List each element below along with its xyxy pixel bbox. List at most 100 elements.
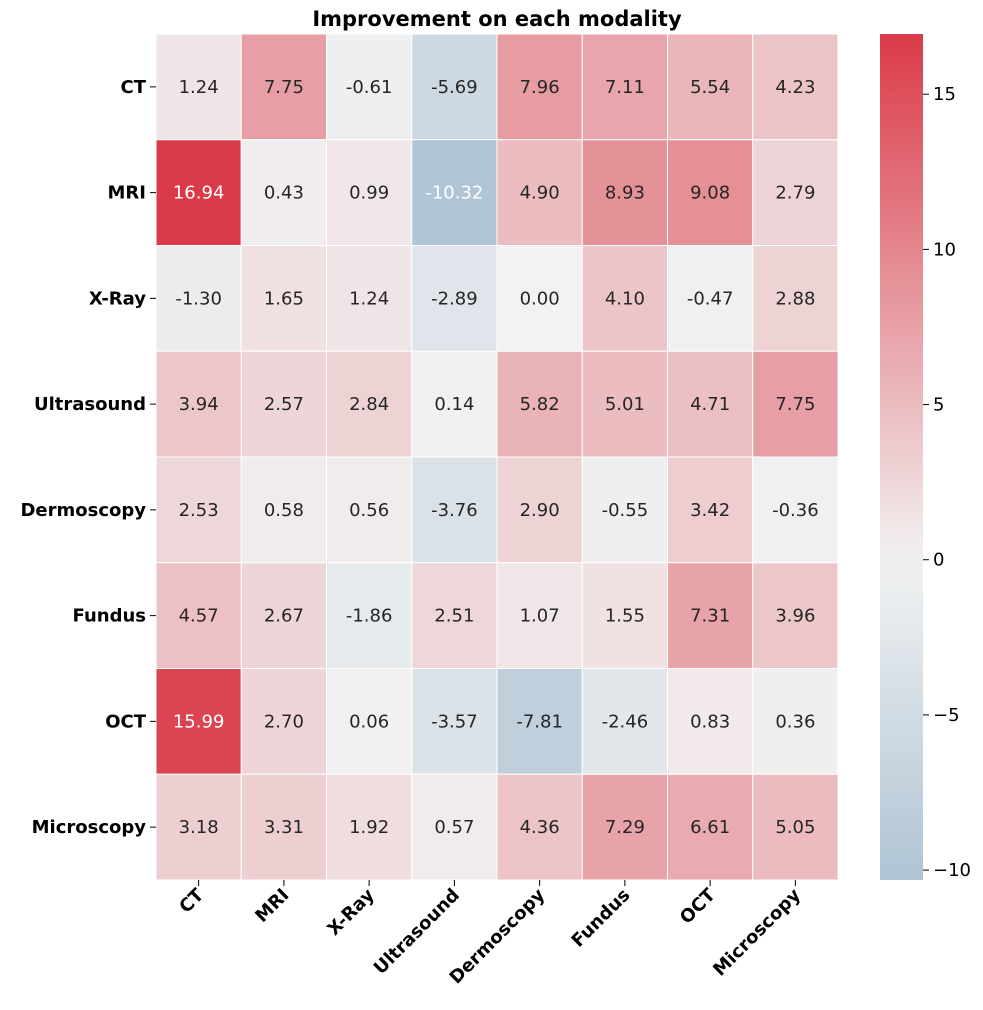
heatmap-cell [752,245,839,352]
cell-value-label: 7.11 [605,77,645,98]
x-tick-label: MRI [251,885,293,927]
x-tick-label: X-Ray [323,885,378,940]
heatmap-cell [240,562,327,669]
cell-value-label: -7.81 [516,711,563,732]
heatmap-cell [155,668,242,775]
heatmap-cell [752,773,839,881]
cell-value-label: 0.36 [775,711,815,732]
heatmap-cell [155,350,242,458]
cell-value-label: 4.90 [520,183,560,204]
cell-value-label: 2.53 [179,500,219,521]
cell-value-label: 3.31 [264,817,304,838]
cell-value-label: 16.94 [173,183,225,204]
cell-value-label: 7.29 [605,817,645,838]
colorbar-tick-label: −10 [933,860,971,881]
heatmap-cell [496,773,583,881]
cell-value-label: 2.84 [349,394,389,415]
heatmap-cell [496,562,583,669]
heatmap-cell [581,456,668,564]
cell-value-label: -10.32 [425,183,483,204]
colorbar-tick-label: 0 [933,550,944,571]
cell-value-label: 0.58 [264,500,304,521]
heatmap-cell [752,668,839,775]
colorbar: 15 10 5 0 −5 −10 [880,34,971,881]
cell-value-label: 8.93 [605,183,645,204]
heatmap-cell [667,350,754,458]
cell-value-label: 7.96 [520,77,560,98]
cell-value-label: 0.00 [520,288,560,309]
cell-value-label: -1.86 [346,606,393,627]
heatmap-cell [667,139,754,246]
cell-value-label: 1.24 [349,288,389,309]
chart-title: Improvement on each modality [312,7,682,31]
colorbar-tick-label: 15 [933,84,956,105]
cell-value-label: -0.47 [687,288,734,309]
heatmap-cell [326,33,413,141]
cell-value-label: 6.61 [690,817,730,838]
cell-value-label: 0.99 [349,183,389,204]
heatmap-cell [667,245,754,352]
heatmap-cell [752,139,839,246]
cell-value-label: -2.89 [431,288,478,309]
cell-value-label: 0.06 [349,711,389,732]
cell-value-label: 2.57 [264,394,304,415]
cell-value-label: 1.65 [264,288,304,309]
x-tick-label: Microscopy [709,885,805,981]
x-tick-label: OCT [676,884,720,928]
heatmap-cell [326,456,413,564]
heatmap-cell [667,456,754,564]
cell-value-label: 1.92 [349,817,389,838]
cell-value-label: 2.51 [434,606,474,627]
x-tick-label: Fundus [568,885,635,952]
cell-value-label: 7.75 [264,77,304,98]
cell-value-label: 9.08 [690,183,730,204]
heatmap-cell [326,245,413,352]
heatmap-cell [496,139,583,246]
cell-value-label: 2.67 [264,606,304,627]
cell-value-label: 5.54 [690,77,730,98]
heatmap-cell [667,562,754,669]
cell-value-label: 7.75 [775,394,815,415]
heatmap-cell [581,33,668,141]
heatmap-cell [240,139,327,246]
cell-value-label: 1.55 [605,606,645,627]
x-tick-label: CT [175,884,208,917]
heatmap-cell [326,562,413,669]
colorbar-tick-label: −5 [933,705,960,726]
x-tick-label: Ultrasound [370,885,464,979]
y-tick-label: Fundus [73,606,146,627]
colorbar-gradient [880,34,923,880]
cell-value-label: 4.71 [690,394,730,415]
y-tick-label: MRI [108,183,146,204]
cell-value-label: 3.96 [775,606,815,627]
cell-value-label: 5.01 [605,394,645,415]
cell-value-label: 4.57 [179,606,219,627]
heatmap-cell [752,562,839,669]
heatmap-cells: 1.24 7.75 -0.61 -5.69 7.96 7.11 5.54 4.23 16.94 0… [155,33,839,881]
heatmap-cell [240,245,327,352]
y-tick-label: Microscopy [32,817,147,838]
heatmap-cell [411,350,498,458]
cell-value-label: 15.99 [173,711,225,732]
cell-value-label: -3.76 [431,500,478,521]
heatmap-cell [240,33,327,141]
y-tick-label: CT [121,77,147,98]
cell-value-label: 0.57 [434,817,474,838]
heatmap-cell [496,33,583,141]
heatmap-cell [411,139,498,246]
cell-value-label: 3.94 [179,394,219,415]
colorbar-tick-label: 10 [933,239,956,260]
cell-value-label: -0.55 [602,500,649,521]
cell-value-label: -3.57 [431,711,478,732]
y-tick-label: X-Ray [89,288,146,309]
heatmap-cell [411,456,498,564]
heatmap-cell [155,33,242,141]
heatmap-cell [411,33,498,141]
cell-value-label: 1.24 [179,77,219,98]
cell-value-label: 5.05 [775,817,815,838]
heatmap-cell [581,245,668,352]
heatmap-cell [752,33,839,141]
cell-value-label: 5.82 [520,394,560,415]
